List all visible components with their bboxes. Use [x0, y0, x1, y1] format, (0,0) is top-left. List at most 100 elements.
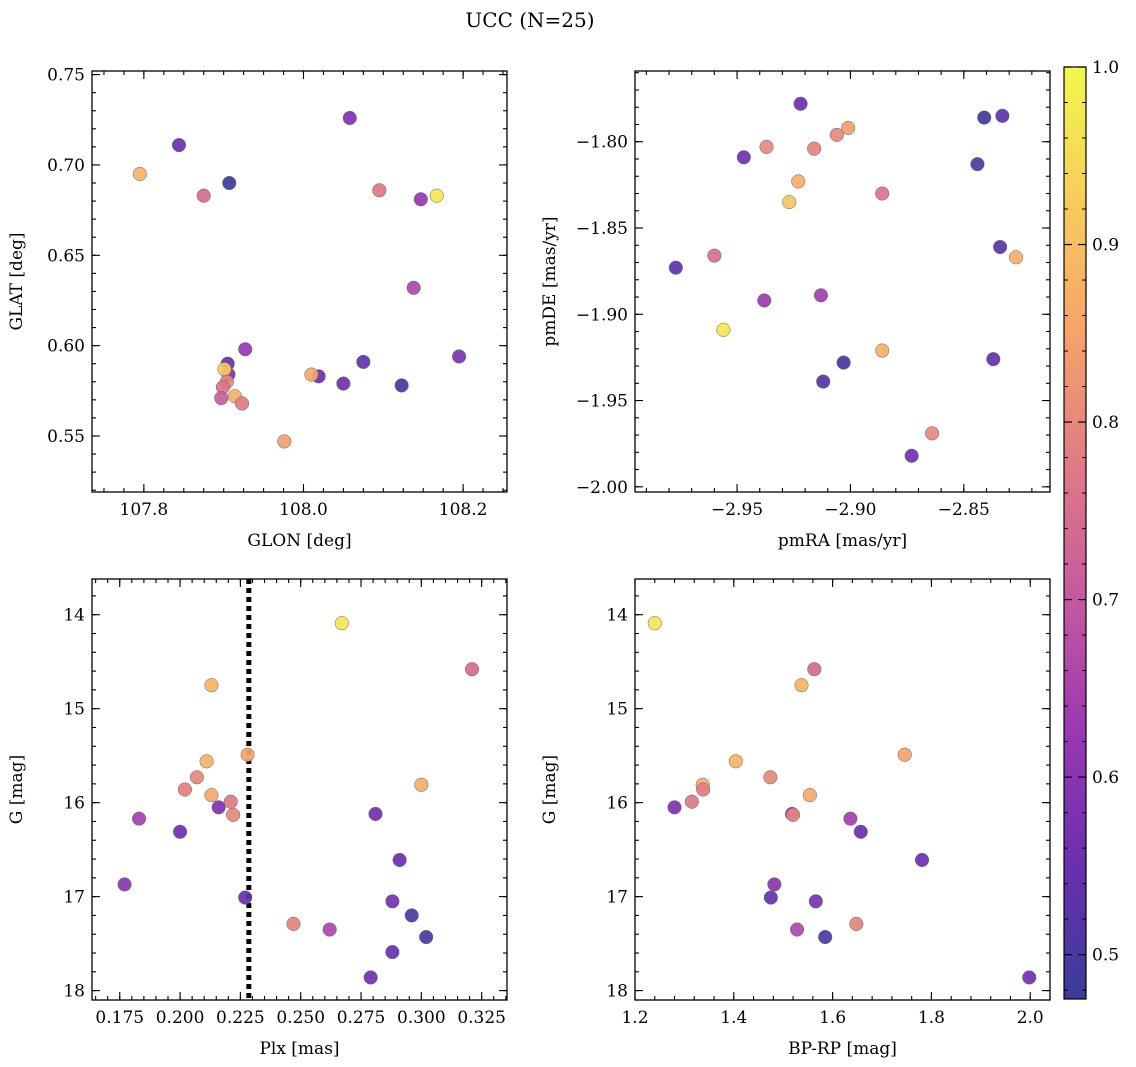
x-tick-label: 107.8	[120, 500, 169, 520]
scatter-point	[204, 788, 219, 803]
y-axis-label: pmDE [mas/yr]	[540, 216, 560, 346]
x-tick-label: 1.8	[918, 1008, 945, 1028]
scatter-point	[849, 916, 864, 931]
scatter-point	[406, 280, 421, 295]
y-tick-label: 18	[606, 982, 628, 1002]
figure-title: UCC (N=25)	[465, 8, 594, 32]
scatter-point	[189, 770, 205, 785]
y-tick-label: 0.75	[47, 66, 85, 86]
scatter-point	[286, 916, 301, 931]
x-tick-label: −2.95	[711, 500, 763, 520]
scatter-point	[977, 110, 992, 125]
scatter-point	[875, 343, 890, 358]
colorbar-tick-label: 0.5	[1092, 946, 1119, 966]
colorbar-tick-label: 0.9	[1092, 236, 1119, 256]
scatter-point	[716, 322, 731, 337]
y-tick-label: −1.95	[576, 392, 628, 412]
scatter-point	[214, 390, 229, 406]
x-tick-label: 0.200	[156, 1008, 205, 1028]
scatter-point	[238, 890, 253, 905]
x-tick-label: 108.0	[279, 500, 328, 520]
scatter-point	[304, 367, 319, 382]
scatter-point	[464, 662, 480, 677]
scatter-point	[342, 110, 357, 126]
panel-2: −2.95 −2.90 −2.85 −2.00 −1.95 −1.90 −1.85 −1.80…	[540, 70, 1051, 551]
scatter-point	[807, 141, 822, 156]
x-tick-label: 1.6	[819, 1008, 846, 1028]
scatter-point	[925, 426, 940, 441]
scatter-point	[356, 354, 371, 369]
y-tick-label: 14	[606, 606, 628, 626]
scatter-point	[684, 794, 699, 809]
y-tick-label: −2.00	[576, 478, 628, 498]
scatter-point	[789, 922, 805, 937]
scatter-point	[238, 342, 253, 357]
colorbar-gradient	[1063, 66, 1087, 1000]
scatter-point	[217, 362, 232, 377]
scatter-point	[234, 396, 250, 411]
scatter-point	[368, 806, 383, 821]
x-tick-label: 1.4	[720, 1008, 747, 1028]
scatter-point	[802, 788, 817, 803]
scatter-point	[970, 157, 985, 172]
scatter-point	[782, 195, 797, 210]
y-tick-label: −1.85	[576, 219, 628, 239]
scatter-point	[897, 747, 912, 762]
colorbar-tick-label: 0.8	[1092, 413, 1119, 433]
scatter-point	[793, 96, 808, 111]
y-axis-label: G [mag]	[540, 755, 560, 824]
scatter-point	[413, 192, 428, 207]
scatter-point	[204, 678, 219, 693]
x-axis-label: BP-RP [mag]	[788, 1039, 897, 1059]
scatter-point	[816, 374, 831, 389]
axis-ticks	[92, 579, 507, 1000]
x-tick-label: 0.275	[337, 1008, 386, 1028]
x-tick-label: 0.225	[216, 1008, 265, 1028]
scatter-point	[196, 188, 211, 203]
y-tick-label: 0.70	[47, 156, 85, 176]
y-axis-label: GLAT [deg]	[7, 232, 27, 330]
y-tick-label: −1.90	[576, 305, 628, 325]
scatter-point	[1022, 970, 1037, 985]
scatter-point	[853, 824, 868, 839]
x-tick-label: −2.85	[938, 500, 990, 520]
scatter-point	[372, 183, 387, 198]
plot-frame	[91, 578, 508, 1001]
scatter-point	[173, 824, 188, 839]
scatter-point	[728, 754, 743, 769]
scatter-point	[914, 852, 930, 868]
scatter-point	[1008, 250, 1024, 265]
scatter-point	[794, 678, 809, 693]
y-tick-label: 17	[606, 888, 628, 908]
scatter-point	[226, 807, 241, 822]
y-tick-label: 16	[63, 794, 85, 814]
scatter-point	[791, 174, 806, 189]
scatter-point	[419, 929, 434, 945]
x-tick-label: 0.175	[95, 1008, 144, 1028]
y-tick-label: 15	[63, 700, 85, 720]
x-tick-label: 0.325	[457, 1008, 506, 1028]
y-tick-label: 14	[63, 606, 85, 626]
scatter-point	[986, 352, 1001, 367]
scatter-point	[240, 747, 255, 762]
scatter-point	[763, 890, 778, 905]
scatter-point	[414, 777, 429, 792]
scatter-points	[132, 110, 467, 449]
scatter-point	[132, 166, 147, 182]
axis-ticks	[92, 71, 507, 492]
scatter-point	[813, 288, 829, 303]
y-tick-label: 18	[63, 982, 85, 1002]
colorbar-tick-label: 1.0	[1092, 58, 1119, 78]
scatter-point	[836, 355, 851, 370]
x-tick-label: 2.0	[1017, 1008, 1044, 1028]
scatter-point	[404, 908, 419, 923]
plot-frame	[634, 578, 1051, 1001]
scatter-point	[736, 150, 751, 165]
scatter-point	[841, 120, 856, 135]
scatter-point	[993, 239, 1008, 255]
scatter-point	[995, 108, 1010, 123]
scatter-point	[667, 800, 682, 815]
scatter-points	[668, 96, 1024, 463]
scatter-point	[763, 770, 778, 785]
